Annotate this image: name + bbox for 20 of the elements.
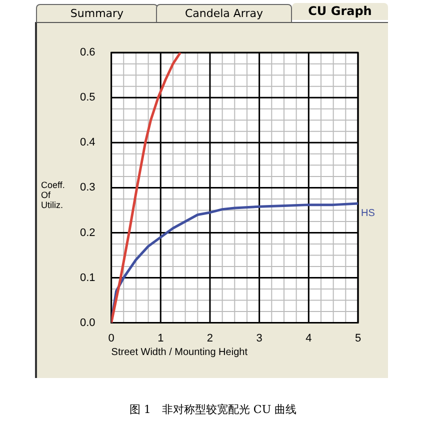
- text: Candela Array: [156, 4, 292, 22]
- x-axis-title: Street Width / Mounting Height: [111, 346, 248, 358]
- x-tick-label: 0: [108, 332, 114, 344]
- y-tick-label: 0.0: [80, 316, 96, 329]
- y-tick-label: 0.3: [80, 182, 96, 194]
- x-tick-label: 2: [206, 332, 214, 344]
- y-tick-label: 0.1: [80, 272, 96, 284]
- x-tick-label: 1: [158, 332, 164, 344]
- y-tick-label: 0.2: [80, 226, 96, 239]
- y-tick-label: 0.4: [80, 136, 96, 149]
- x-tick-label: 5: [354, 332, 362, 344]
- y-tick-label: 0.5: [80, 92, 96, 104]
- caption: 图 1 非对称型较宽配光 CU 曲线: [128, 402, 298, 417]
- x-tick-label: 3: [256, 332, 262, 344]
- x-tick-label: 4: [306, 332, 312, 344]
- text: Summary: [36, 4, 158, 22]
- y-axis-title: Coeff. Of Utiliz.: [41, 180, 65, 210]
- y-tick-label: 0.6: [80, 46, 96, 59]
- text: CU Graph: [292, 3, 388, 20]
- series-label: HS: [361, 208, 376, 220]
